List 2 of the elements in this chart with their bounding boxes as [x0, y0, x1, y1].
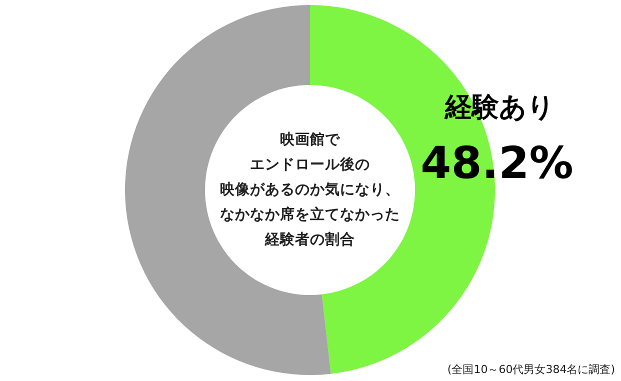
text: 映画館でエンドロール後の映像があるのか気になり、なかなか席を立てなかった経験者の割合 — [220, 131, 400, 248]
text: (全国10～60代男女384名に調査) — [447, 363, 615, 376]
